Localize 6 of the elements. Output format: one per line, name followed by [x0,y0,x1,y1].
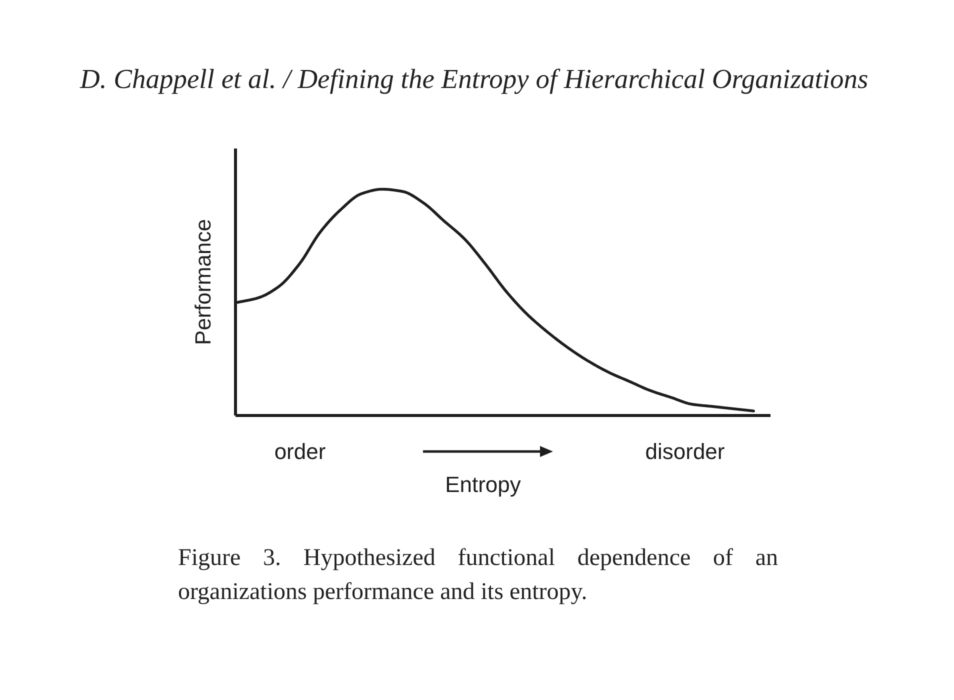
caption: Figure 3. Hypothesized functional dependence of an organizations performance and its entropy. [178,544,778,607]
x-axis-title: Entropy [445,472,521,498]
text: disorder [645,439,725,465]
chart-title: D. Chappell et al. / Defining the Entropy of Hierarchical Organizations [80,62,868,96]
y-axis-title: Performance [190,219,216,345]
text: order [274,439,326,465]
